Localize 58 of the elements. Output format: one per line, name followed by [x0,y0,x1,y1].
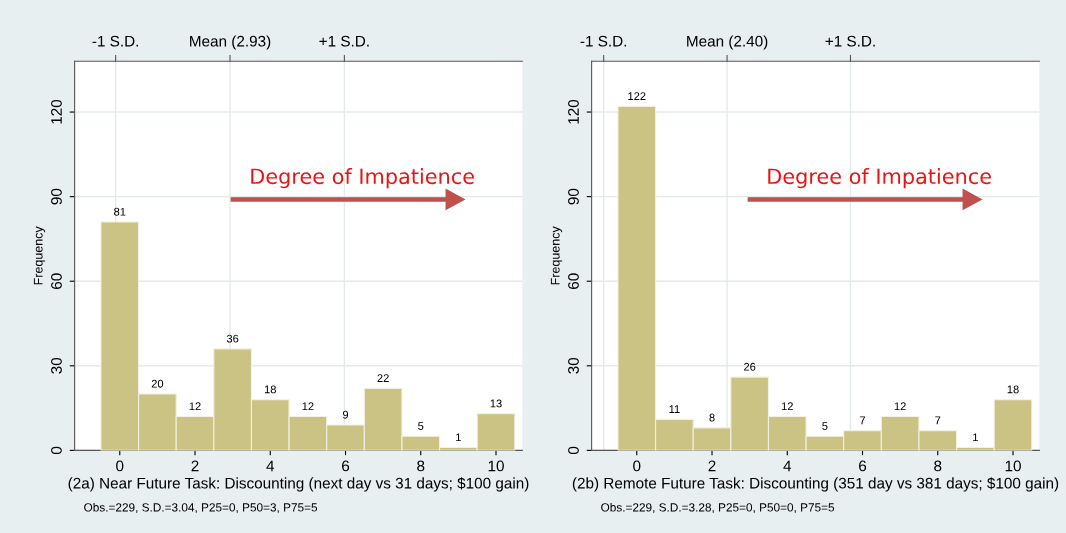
data-label: 9 [342,410,349,419]
text: Obs.=229, S.D.=3.28, P25=0, P50=0, P75=5 [601,502,835,513]
x-tick-label: 6 [859,460,867,472]
x-tick-label: 4 [783,460,792,472]
y-tick-label: 60 [568,273,579,289]
data-label: 8 [709,413,715,422]
y-tick-label: 60 [51,273,62,289]
x-tick-label: 10 [488,460,504,472]
y-tick-label: 120 [51,99,62,124]
y-tick-label: 90 [51,188,62,205]
data-label: 12 [894,402,906,411]
y-axis-title: Frequency [550,226,563,285]
text: Obs.=229, S.D.=3.04, P25=0, P50=3, P75=5 [84,502,318,513]
x-axis-title: (2b) Remote Future Task: Discounting (351 day vs 381 days; $100 gain) [572,477,1059,492]
data-label: 12 [189,402,201,411]
y-axis-title: Frequency [33,226,46,285]
data-label: 7 [860,416,866,425]
x-tick-label: 2 [191,460,199,472]
data-label: 5 [822,422,828,430]
ref-line-label: +1 S.D. [825,35,875,47]
annotation: Degree of Impatience [768,168,991,189]
data-label: 1 [973,433,978,442]
x-tick-label: 10 [1005,460,1021,472]
ref-line-label: +1 S.D. [319,35,369,47]
y-tick-label: 0 [51,446,62,455]
y-tick-label: 90 [568,188,579,205]
x-tick-label: 8 [934,460,942,472]
y-tick-label: 30 [51,357,62,374]
x-tick-label: 4 [266,460,275,472]
data-label: 122 [628,92,646,100]
x-tick-label: 6 [342,460,350,472]
x-tick-label: 2 [708,460,716,472]
data-label: 36 [226,334,239,343]
ref-line-label: Mean (2.40) [687,35,768,50]
data-label: 5 [418,422,424,430]
data-label: 12 [302,402,314,411]
x-tick-label: 0 [116,460,124,472]
y-tick-label: 120 [568,99,579,124]
ref-line-label: Mean (2.93) [190,35,271,50]
data-label: 13 [490,399,502,408]
data-label: 12 [781,402,793,411]
x-axis-title: (2a) Near Future Task: Discounting (next day vs 31 days; $100 gain) [68,477,529,492]
data-label: 7 [935,416,941,425]
data-label: 26 [744,362,756,371]
x-tick-label: 8 [417,460,425,472]
data-label: 22 [377,374,389,382]
ref-line-label: -1 S.D. [580,35,627,47]
y-tick-label: 0 [568,446,579,455]
data-label: 11 [669,405,680,413]
data-label: 18 [1007,385,1019,394]
y-tick-label: 30 [568,357,579,374]
data-label: 18 [264,385,276,394]
annotation: Degree of Impatience [251,168,474,189]
ref-line-label: -1 S.D. [92,35,139,47]
x-tick-label: 0 [633,460,641,472]
data-label: 20 [151,379,164,388]
data-label: 1 [456,433,461,442]
data-label: 81 [114,207,126,216]
